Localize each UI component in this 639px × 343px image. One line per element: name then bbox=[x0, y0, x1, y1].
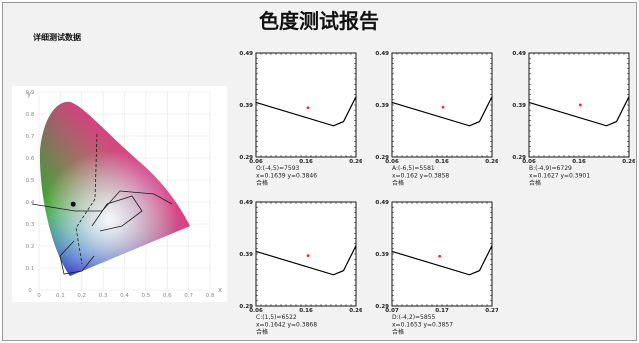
cie-y-tick-label: 0.7 bbox=[26, 134, 35, 140]
panel-x-tick-label: 0.16 bbox=[299, 159, 313, 165]
panel-info-label: x=0.1627 y=0.3901 bbox=[529, 173, 590, 180]
panel-y-tick-label: 0.49 bbox=[512, 51, 526, 57]
cie-x-tick-label: 0.1 bbox=[56, 293, 65, 299]
panel-y-tick-label: 0.29 bbox=[239, 304, 253, 310]
cie-x-tick-label: 0.3 bbox=[99, 293, 108, 299]
panel-y-tick-label: 0.49 bbox=[239, 200, 253, 206]
panel-y-tick-label: 0.49 bbox=[239, 51, 253, 57]
cie-x-tick-label: 0.6 bbox=[163, 293, 172, 299]
panel-measured-point bbox=[578, 103, 582, 107]
panel-info-label: x=0.1642 y=0.3868 bbox=[256, 322, 317, 329]
panel-x-tick-label: 0.16 bbox=[299, 308, 313, 314]
cie-x-tick-label: 0.4 bbox=[120, 293, 129, 299]
panel-x-tick-label: 0.26 bbox=[349, 159, 362, 165]
zoom-panel-a: 0.49 0.39 0.290.06 0.16 0.26 A:(-6,5)=5581x=0… bbox=[375, 51, 498, 187]
panel-y-tick-label: 0.39 bbox=[375, 103, 389, 109]
panel-reference-line bbox=[255, 245, 357, 276]
zoom-panel-b: 0.49 0.39 0.290.06 0.16 0.26 B:(-4,9)=6729x=0… bbox=[512, 51, 635, 187]
cie-y-axis-label: y bbox=[27, 90, 31, 98]
panel-y-tick-label: 0.29 bbox=[375, 304, 389, 310]
zoom-panel-d: 0.49 0.39 0.290.07 0.17 0.27 D:(-4,2)=5855x=0… bbox=[375, 200, 498, 336]
panel-result-label: 合格 bbox=[256, 179, 268, 187]
cie-axes: 0 0.1 0.2 0.3 0.4 0.5 0.6 0.7 0.8 0 0.1 0.2 0.3 0.4 0.… bbox=[26, 90, 223, 299]
panel-plot-area bbox=[391, 201, 493, 307]
panel-x-tick-label: 0.26 bbox=[349, 308, 362, 314]
panel-result-label: 合格 bbox=[256, 328, 268, 336]
panel-measured-point bbox=[441, 105, 445, 109]
panel-x-tick-label: 0.26 bbox=[622, 159, 635, 165]
cie-y-tick-label: 0.5 bbox=[26, 178, 35, 184]
panel-result-label: 合格 bbox=[392, 179, 404, 187]
panel-measured-point bbox=[306, 106, 310, 110]
cie-x-tick-label: 0.8 bbox=[206, 293, 215, 299]
panel-measured-point bbox=[306, 254, 310, 258]
panel-info-label: C:(1,5)=6522 bbox=[256, 314, 297, 321]
spectral-locus-fill bbox=[39, 101, 190, 277]
panel-y-tick-label: 0.39 bbox=[512, 103, 526, 109]
panel-x-tick-label: 0.06 bbox=[385, 159, 399, 165]
cie-boundary-lines bbox=[31, 133, 173, 275]
cie-chromaticity-chart: 0 0.1 0.2 0.3 0.4 0.5 0.6 0.7 0.8 0 0.1 0.2 0.3 0.4 0.… bbox=[12, 86, 227, 302]
cie-measured-point bbox=[70, 201, 76, 207]
cie-y-tick-label: 0 bbox=[28, 288, 32, 294]
panel-y-tick-label: 0.39 bbox=[239, 103, 253, 109]
panel-x-tick-label: 0.16 bbox=[572, 159, 586, 165]
panel-info-label: x=0.162 y=0.3858 bbox=[392, 173, 449, 180]
cie-y-tick-label: 0.4 bbox=[26, 200, 35, 206]
cie-y-tick-label: 0.3 bbox=[26, 222, 35, 228]
panel-y-tick-label: 0.49 bbox=[375, 200, 389, 206]
panel-y-tick-label: 0.39 bbox=[375, 252, 389, 258]
report-title: 色度测试报告 bbox=[259, 9, 379, 33]
zoom-panel-c: 0.49 0.39 0.290.06 0.16 0.26 C:(1,5)=6522x=0.… bbox=[239, 200, 362, 336]
section-label: 详细测试数据 bbox=[33, 32, 81, 42]
panel-x-tick-label: 0.06 bbox=[249, 159, 263, 165]
panel-x-tick-label: 0.07 bbox=[385, 308, 399, 314]
panel-reference-line bbox=[255, 96, 357, 127]
cie-y-tick-label: 0.8 bbox=[26, 112, 35, 118]
cie-x-tick-label: 0 bbox=[37, 293, 41, 299]
panel-x-tick-label: 0.06 bbox=[522, 159, 536, 165]
panel-plot-area bbox=[255, 201, 357, 307]
panel-reference-line bbox=[391, 96, 493, 127]
cie-y-tick-label: 0.9 bbox=[26, 90, 35, 96]
cie-y-tick-label: 0.1 bbox=[26, 266, 35, 272]
cie-y-tick-label: 0.6 bbox=[26, 156, 35, 162]
panel-x-tick-label: 0.27 bbox=[485, 308, 498, 314]
panel-info-label: x=0.1653 y=0.3857 bbox=[392, 322, 453, 329]
panel-reference-line bbox=[391, 245, 493, 276]
cie-x-tick-label: 0.2 bbox=[77, 293, 86, 299]
panel-measured-point bbox=[438, 254, 442, 258]
panel-reference-line bbox=[528, 96, 630, 127]
panel-plot-area bbox=[255, 52, 357, 158]
panel-y-tick-label: 0.39 bbox=[239, 252, 253, 258]
zoom-panel-o: 0.49 0.39 0.290.06 0.16 0.26 O:(-4,5)=7593x=0… bbox=[239, 51, 362, 187]
panel-info-label: x=0.1639 y=0.3846 bbox=[256, 173, 317, 180]
panel-result-label: 合格 bbox=[392, 328, 404, 336]
panel-x-tick-label: 0.26 bbox=[485, 159, 498, 165]
panel-y-tick-label: 0.29 bbox=[239, 155, 253, 161]
cie-x-tick-label: 0.5 bbox=[142, 293, 151, 299]
panel-x-tick-label: 0.06 bbox=[249, 308, 263, 314]
panel-info-label: A:(-6,5)=5581 bbox=[392, 165, 435, 172]
panel-y-tick-label: 0.49 bbox=[375, 51, 389, 57]
panel-plot-area bbox=[391, 52, 493, 158]
panel-info-label: D:(-4,2)=5855 bbox=[392, 314, 436, 321]
cie-x-axis-label: x bbox=[218, 286, 222, 294]
panel-y-tick-label: 0.29 bbox=[375, 155, 389, 161]
panel-x-tick-label: 0.16 bbox=[435, 159, 449, 165]
panel-y-tick-label: 0.29 bbox=[512, 155, 526, 161]
panel-result-label: 合格 bbox=[529, 179, 541, 187]
panel-x-tick-label: 0.17 bbox=[435, 308, 449, 314]
panel-info-label: O:(-4,5)=7593 bbox=[256, 165, 300, 172]
cie-x-tick-label: 0.7 bbox=[184, 293, 193, 299]
cie-y-tick-label: 0.2 bbox=[26, 244, 35, 250]
panel-info-label: B:(-4,9)=6729 bbox=[529, 165, 572, 172]
